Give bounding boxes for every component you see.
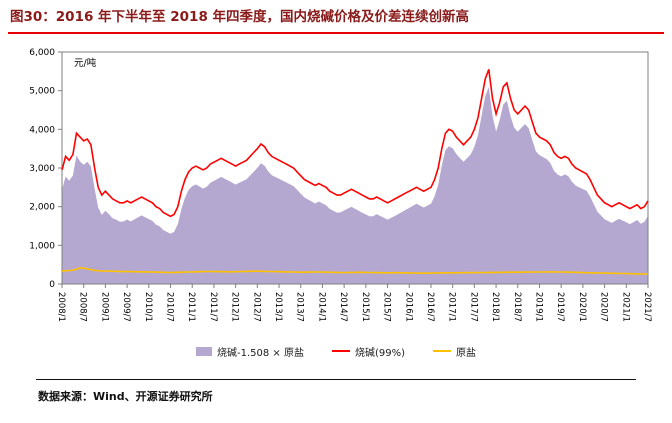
svg-text:5,000: 5,000: [29, 86, 55, 96]
svg-text:4,000: 4,000: [29, 125, 55, 135]
legend-label-spread: 烧碱-1.508 × 原盐: [216, 347, 304, 359]
footer-divider: [36, 378, 636, 380]
svg-text:2011/7: 2011/7: [208, 292, 218, 322]
svg-text:2012/7: 2012/7: [251, 292, 261, 322]
salt-line-swatch: [433, 350, 451, 353]
chart: 0 1,000 2,000 3,000 4,000 5,000 6,000 2008/1 200…: [0, 36, 672, 336]
chart-legend: 烧碱-1.508 × 原盐 烧碱(99%) 原盐: [0, 344, 672, 359]
svg-text:2020/1: 2020/1: [577, 292, 587, 322]
svg-text:2018/7: 2018/7: [512, 292, 522, 322]
svg-text:2010/1: 2010/1: [143, 292, 153, 322]
svg-text:2014/1: 2014/1: [316, 292, 326, 322]
svg-text:2012/1: 2012/1: [230, 292, 240, 322]
svg-text:2017/1: 2017/1: [447, 292, 457, 322]
svg-text:2015/1: 2015/1: [360, 292, 370, 322]
figure-title: 图30：2016 年下半年至 2018 年四季度，国内烧碱价格及价差连续创新高: [10, 9, 470, 25]
svg-text:2,000: 2,000: [29, 202, 55, 212]
svg-text:1,000: 1,000: [29, 241, 55, 251]
svg-text:2016/7: 2016/7: [425, 292, 435, 322]
svg-text:2019/7: 2019/7: [555, 292, 565, 322]
svg-text:2008/1: 2008/1: [56, 292, 66, 322]
svg-text:2013/7: 2013/7: [295, 292, 305, 322]
svg-text:2021/7: 2021/7: [642, 292, 652, 322]
legend-item-salt: 原盐: [433, 344, 476, 359]
svg-text:2009/7: 2009/7: [121, 292, 131, 322]
svg-text:2008/7: 2008/7: [78, 292, 88, 322]
legend-item-spread: 烧碱-1.508 × 原盐: [195, 344, 304, 359]
svg-text:元/吨: 元/吨: [74, 57, 97, 69]
legend-label-salt: 原盐: [456, 347, 476, 359]
caustic-line-swatch: [331, 350, 350, 353]
title-underline: [8, 31, 664, 34]
svg-text:2016/1: 2016/1: [403, 292, 413, 322]
svg-text:2014/7: 2014/7: [338, 292, 348, 322]
spread-area-swatch: [195, 346, 212, 356]
svg-text:2017/7: 2017/7: [468, 292, 478, 322]
svg-text:6,000: 6,000: [29, 48, 55, 58]
svg-text:2018/1: 2018/1: [490, 292, 500, 322]
svg-text:2019/1: 2019/1: [533, 292, 543, 322]
svg-text:2011/1: 2011/1: [186, 292, 196, 322]
svg-text:2009/1: 2009/1: [99, 292, 109, 322]
svg-text:3,000: 3,000: [29, 164, 55, 174]
legend-item-caustic: 烧碱(99%): [331, 344, 405, 359]
svg-text:2021/1: 2021/1: [620, 292, 630, 322]
svg-text:0: 0: [49, 280, 55, 290]
svg-text:2010/7: 2010/7: [165, 292, 175, 322]
svg-text:2013/1: 2013/1: [273, 292, 283, 322]
svg-text:2020/7: 2020/7: [599, 292, 609, 322]
footer: 数据来源：Wind、开源证券研究所: [36, 378, 636, 404]
price-chart-svg: 0 1,000 2,000 3,000 4,000 5,000 6,000 2008/1 200…: [29, 48, 652, 322]
legend-label-caustic: 烧碱(99%): [354, 347, 405, 359]
data-source: 数据来源：Wind、开源证券研究所: [38, 389, 213, 403]
svg-text:2015/7: 2015/7: [382, 292, 392, 322]
